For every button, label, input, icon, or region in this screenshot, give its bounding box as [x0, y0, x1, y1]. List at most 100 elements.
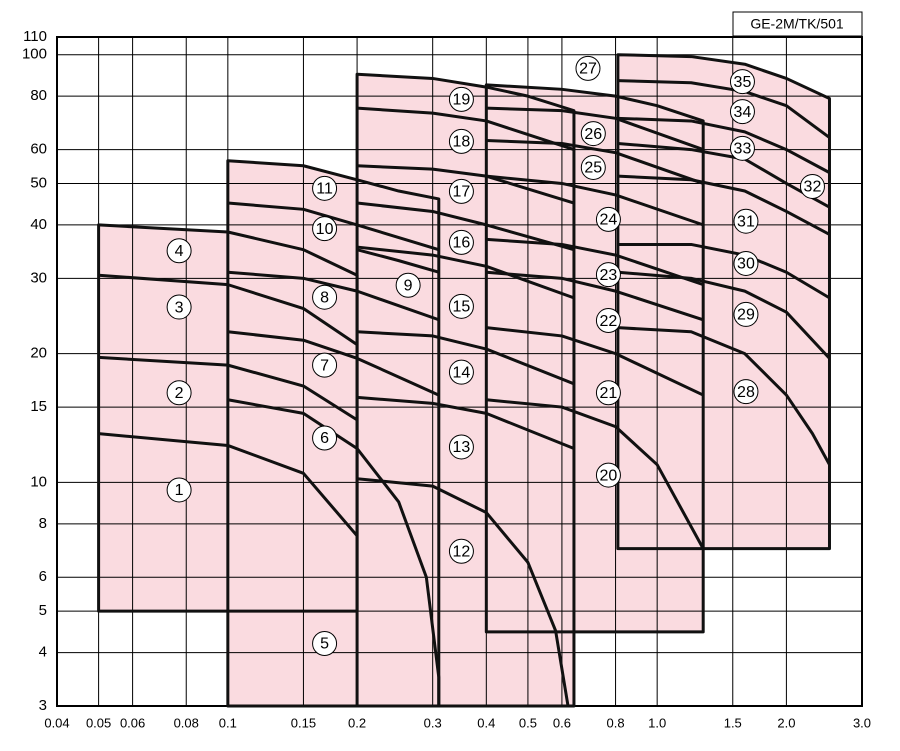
region-label: 30 [737, 256, 755, 273]
y-tick-label: 110 [23, 28, 47, 45]
region-marker [733, 208, 759, 234]
performance-curve [486, 237, 704, 287]
performance-curve [486, 398, 705, 550]
region-label: 3 [175, 299, 184, 316]
region-label: 9 [404, 277, 413, 294]
region-marker [595, 462, 621, 488]
x-tick-label: 1.0 [648, 715, 666, 730]
y-tick-label: 80 [30, 87, 47, 104]
region-label: 12 [453, 544, 471, 561]
x-tick-label: 0.5 [519, 715, 537, 730]
region-label: 15 [453, 299, 471, 316]
y-tick-label: 40 [30, 216, 47, 233]
region-label: 20 [600, 467, 618, 484]
region-label: 25 [584, 160, 602, 177]
region-label: 29 [737, 307, 755, 324]
performance-curve [98, 432, 359, 537]
region-marker [166, 477, 192, 503]
region-marker [448, 293, 474, 319]
region-label: 27 [579, 61, 597, 78]
region-label: 24 [600, 212, 618, 229]
y-tick-label: 50 [30, 174, 47, 191]
region-marker [448, 538, 474, 564]
region-marker [448, 178, 474, 204]
region-label: 10 [316, 221, 334, 238]
region-marker [312, 352, 338, 378]
region-label: 35 [734, 74, 752, 91]
region-outline [226, 159, 441, 708]
region-marker [448, 229, 474, 255]
x-tick-label: 0.3 [424, 715, 442, 730]
performance-curve [356, 245, 575, 300]
region-outline [355, 72, 576, 708]
region-marker [312, 631, 338, 657]
x-tick-label: 0.08 [174, 715, 199, 730]
performance-curve [356, 106, 575, 152]
region-label: 19 [453, 92, 471, 109]
region-label: 22 [600, 313, 618, 330]
performance-curve [617, 270, 831, 360]
region-label: 11 [316, 181, 333, 198]
x-tick-label: 2.0 [777, 715, 795, 730]
x-tick-label: 0.6 [553, 715, 571, 730]
y-tick-label: 4 [39, 644, 47, 661]
region-marker [166, 294, 192, 320]
x-tick-label: 0.15 [291, 715, 316, 730]
region-label: 28 [737, 384, 755, 401]
region-marker [575, 55, 601, 81]
region-label: 33 [734, 141, 752, 158]
performance-curve [98, 273, 358, 346]
region-label: 23 [600, 267, 618, 284]
performance-curve [227, 201, 440, 252]
performance-curve [227, 398, 441, 706]
performance-curve [617, 116, 831, 174]
region-marker [312, 425, 338, 451]
performance-curve [356, 395, 575, 450]
performance-curve [227, 330, 440, 397]
region-marker [595, 262, 621, 288]
x-tick-label: 0.05 [86, 715, 111, 730]
region-label: 31 [737, 213, 755, 230]
y-tick-label: 100 [22, 46, 47, 63]
x-tick-label: 0.1 [219, 715, 237, 730]
region-label: 8 [320, 289, 329, 306]
region-outline [616, 53, 831, 551]
region-label: 14 [453, 364, 471, 381]
x-tick-label: 0.04 [44, 715, 69, 730]
y-tick-label: 5 [39, 602, 47, 619]
region-label: 18 [453, 134, 471, 151]
y-tick-label: 30 [30, 269, 47, 286]
region-label: 26 [584, 126, 602, 143]
region-marker [448, 434, 474, 460]
region-marker [448, 128, 474, 154]
performance-curve [486, 174, 704, 227]
region-marker [312, 175, 338, 201]
region-marker [395, 272, 421, 298]
region-marker [733, 379, 759, 405]
performance-curve [486, 106, 704, 151]
y-tick-label: 15 [30, 398, 47, 415]
region-label: 1 [175, 482, 184, 499]
x-tick-label: 0.8 [607, 715, 625, 730]
performance-curve [486, 270, 704, 322]
x-tick-label: 1.5 [724, 715, 742, 730]
y-tick-label: 3 [39, 697, 47, 714]
region-label: 6 [320, 430, 329, 447]
y-tick-label: 60 [30, 141, 47, 158]
region-marker [580, 154, 606, 180]
region-marker [729, 69, 755, 95]
y-tick-label: 8 [39, 515, 47, 532]
region-marker [312, 284, 338, 310]
title-box [732, 11, 863, 37]
region-label: 16 [453, 235, 471, 252]
y-tick-label: 10 [30, 473, 47, 490]
x-tick-label: 0.06 [120, 715, 145, 730]
region-marker [580, 121, 606, 147]
region-marker [733, 301, 759, 327]
region-label: 4 [175, 243, 184, 260]
region-label: 21 [600, 385, 618, 402]
performance-curve [98, 355, 358, 422]
performance-curve [356, 477, 570, 707]
x-tick-label: 3.0 [853, 715, 871, 730]
